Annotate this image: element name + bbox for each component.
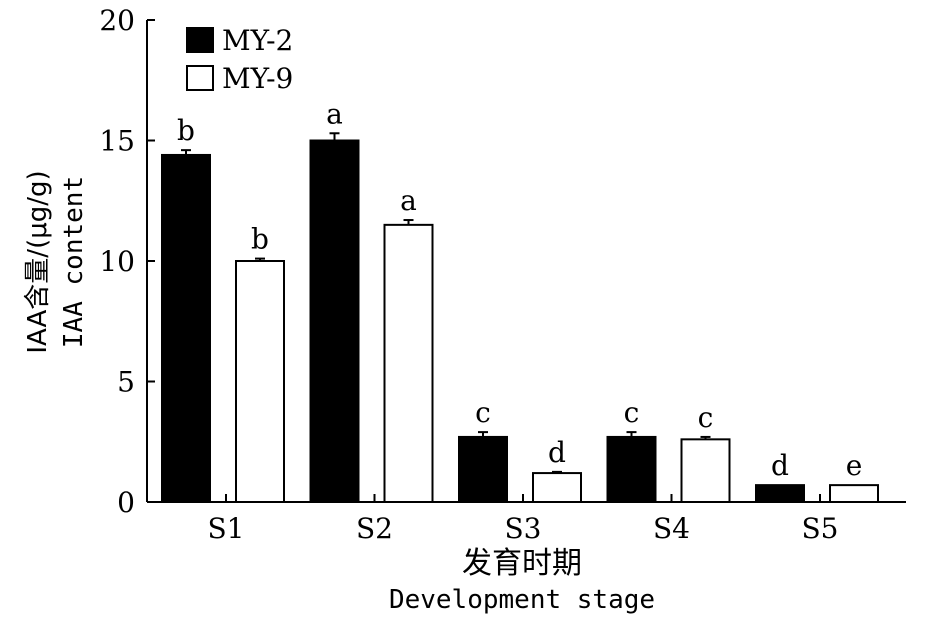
bar bbox=[606, 435, 657, 503]
bar bbox=[161, 153, 211, 504]
bar-significance-label: c bbox=[624, 396, 640, 429]
legend-swatch bbox=[186, 27, 214, 53]
bar-significance-label: a bbox=[326, 97, 343, 130]
legend-label: MY-2 bbox=[222, 24, 293, 57]
y-tick-label: 5 bbox=[117, 366, 135, 399]
bar bbox=[235, 260, 285, 503]
y-axis-title-cn: IAA含量/(μg/g) bbox=[23, 170, 53, 353]
x-tick-label: S5 bbox=[802, 512, 839, 545]
x-tick-label: S4 bbox=[653, 512, 690, 545]
bar-significance-label: a bbox=[400, 184, 417, 217]
y-tick-label: 15 bbox=[99, 125, 135, 158]
x-tick-label: S2 bbox=[356, 512, 393, 545]
chart-axes: 0 5 10 15 20 S1 S2 S3 S4 S5 bbox=[99, 4, 906, 545]
bar bbox=[458, 435, 508, 503]
y-tick-label: 0 bbox=[117, 486, 135, 519]
bar-significance-label: d bbox=[548, 436, 566, 469]
bar-significance-label: e bbox=[846, 449, 863, 482]
bar bbox=[383, 223, 434, 503]
x-tick-label: S3 bbox=[505, 512, 542, 545]
bar-significance-label: c bbox=[475, 396, 491, 429]
legend-label: MY-9 bbox=[222, 62, 293, 95]
legend-swatch bbox=[186, 65, 214, 91]
x-axis-title-en: Development stage bbox=[389, 585, 655, 615]
chart-bars bbox=[161, 132, 879, 504]
x-tick-label: S1 bbox=[208, 512, 245, 545]
bar bbox=[680, 438, 731, 503]
y-tick-label: 10 bbox=[99, 245, 135, 278]
bar bbox=[309, 139, 360, 503]
bar-significance-label: c bbox=[698, 401, 714, 434]
chart-bar-labels: b a c c d b a d c e bbox=[177, 97, 862, 482]
bar-significance-label: d bbox=[771, 449, 789, 482]
bar bbox=[755, 484, 805, 504]
bar-significance-label: b bbox=[251, 223, 269, 256]
y-tick-label: 20 bbox=[99, 4, 135, 37]
bar bbox=[532, 472, 582, 503]
chart-legend: MY-2 MY-9 bbox=[186, 24, 293, 95]
bar bbox=[829, 484, 879, 504]
bar-significance-label: b bbox=[177, 114, 195, 147]
x-axis-title-cn: 发育时期 bbox=[462, 546, 582, 581]
y-axis-title-en: IAA content bbox=[59, 176, 89, 348]
